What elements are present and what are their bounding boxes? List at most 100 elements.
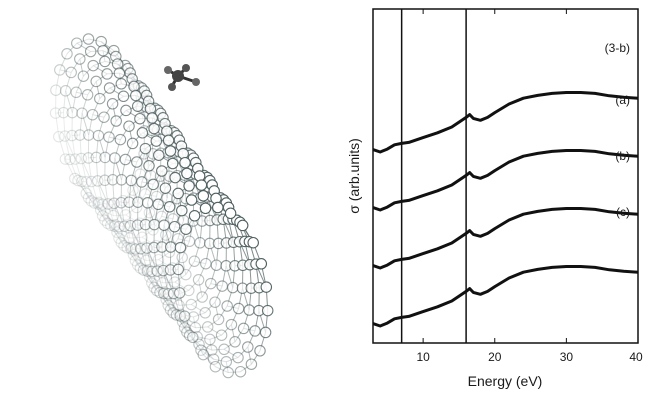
bond [182,321,198,338]
carbon-atom [192,274,205,286]
carbon-atom [125,174,137,187]
bond [97,135,106,158]
carbon-atom [152,198,164,211]
x-axis-ticks: 10 20 30 40 [416,9,643,364]
carbon-atom [188,255,201,267]
bond [123,226,132,249]
bond [59,69,72,73]
series-line [372,149,639,212]
carbon-atom [105,199,118,211]
series-line [372,265,639,328]
adsorbed-molecule [164,64,200,91]
carbon-atom [66,106,79,119]
bond [127,222,140,228]
carbon-atom [76,175,88,188]
carbon-atom [179,156,191,169]
carbon-atom [196,291,208,303]
bond [64,135,76,160]
carbon-atom [152,253,165,266]
carbon-atom [204,333,216,346]
bond [149,276,165,293]
carbon-atom [174,241,187,254]
bond [127,227,131,239]
bond [223,348,239,359]
bond [71,92,77,113]
carbon-atom [178,310,191,322]
carbon-atom [178,322,191,334]
carbon-atom [201,321,214,333]
bond [182,321,196,329]
carbon-atom [176,251,188,264]
carbon-atom [75,152,88,165]
carbon-atom [113,67,126,79]
carbon-atom [91,175,104,187]
bond [126,247,139,266]
carbon-atom [194,237,206,249]
bond [118,237,132,248]
carbon-atom [99,151,111,164]
bond [90,200,104,217]
carbon-atom [195,344,207,356]
carbon-atom [136,127,149,139]
series-label: (c) [616,205,630,219]
carbon-atom [221,300,233,312]
carbon-atom [232,302,245,315]
bond [181,257,187,275]
carbon-atom [147,178,159,191]
bond [76,91,88,96]
series-line [372,207,639,270]
bond [135,260,149,271]
carbon-atom [164,304,177,316]
bond [59,53,68,71]
bond [107,203,116,227]
carbon-atom [166,157,179,170]
bond [137,264,151,278]
carbon-atom [50,84,62,96]
carbon-atom [206,344,218,356]
carbon-atom [117,195,129,207]
carbon-atom [115,78,128,90]
carbon-atom [101,68,113,80]
carbon-atom [131,156,143,168]
bond [123,245,136,261]
bond [100,209,114,217]
carbon-atom [54,64,66,76]
carbon-atom [127,248,140,261]
bond [104,180,109,204]
carbon-atom [135,242,147,255]
carbon-atom [181,167,193,180]
carbon-atom [125,242,137,255]
bond [193,242,201,262]
carbon-atom [183,235,196,248]
carbon-atom [49,107,62,119]
bond [69,159,79,181]
carbon-atom [197,348,210,361]
bond [128,202,132,226]
carbon-atom [144,271,156,283]
carbon-atom [121,241,133,254]
bond [137,225,142,249]
carbon-atom [59,153,72,165]
bond [116,231,132,248]
bond [135,248,145,271]
carbon-atom [205,277,217,290]
bond [198,263,207,281]
carbon-atom [71,37,83,49]
carbon-atom [183,329,196,342]
carbon-atom [159,182,172,194]
bond [125,214,140,224]
bond [131,246,145,251]
carbon-atom [187,331,199,344]
bond [79,135,82,159]
carbon-atom [103,82,116,94]
bond [174,274,187,283]
carbon-atom [99,214,111,226]
carbon-atom [81,89,94,101]
bond [149,276,163,284]
carbon-atom [232,351,244,364]
carbon-atom [148,218,161,231]
bond [66,42,78,55]
bond [85,193,89,199]
bond [122,189,134,202]
carbon-atom [222,366,234,379]
